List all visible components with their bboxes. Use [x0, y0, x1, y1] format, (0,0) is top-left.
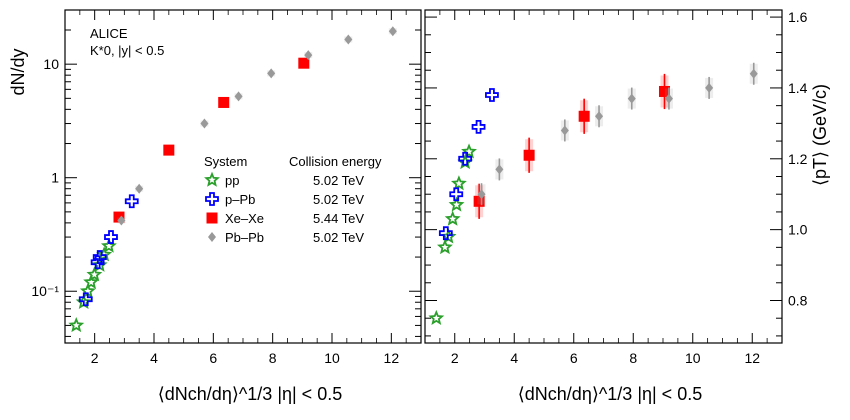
right-y-axis-label: ⟨pT⟩ (GeV/c): [810, 84, 830, 186]
legend-entry-xexe: Xe–Xe: [225, 211, 264, 226]
data-point: [477, 189, 486, 200]
left-x-tick-label: 12: [384, 350, 400, 366]
data-point: [234, 91, 243, 102]
right-y-tick-label: 1.0: [788, 222, 808, 238]
right-x-tick-label: 4: [510, 350, 518, 366]
data-point: [705, 82, 714, 93]
left-panel: 2 4 6 8 10 12 10⁻¹ 1 10: [31, 9, 422, 366]
right-y-tick-label: 1.6: [788, 9, 808, 25]
right-x-tick-label: 8: [629, 350, 637, 366]
left-plot-frame: [64, 9, 422, 344]
legend-entry-pbpb: Pb–Pb: [225, 230, 264, 245]
data-point: [595, 111, 604, 122]
data-point: [92, 250, 107, 264]
left-y-tick-label: 10: [43, 56, 59, 72]
legend-energy-xexe: 5.44 TeV: [313, 211, 364, 226]
data-point: [100, 237, 117, 253]
data-point: [749, 68, 758, 79]
data-point: [163, 144, 175, 156]
data-point: [437, 239, 453, 255]
data-point: [473, 195, 485, 207]
data-point: [304, 50, 313, 61]
data-point: [113, 211, 125, 223]
data-point: [124, 194, 139, 209]
data-point: [388, 26, 397, 37]
legend-energy-pp: 5.02 TeV: [313, 173, 364, 188]
legend-marker-ppb: [205, 192, 219, 206]
data-point: [90, 255, 105, 270]
left-series-ppb: [78, 194, 139, 307]
legend-energy-ppb: 5.02 TeV: [313, 192, 364, 207]
data-point: [578, 110, 590, 122]
legend-entry-pp: pp: [225, 173, 239, 188]
left-x-axis-label: ⟨dNch/dη⟩^1/3 |η| < 0.5: [158, 384, 342, 404]
data-point: [135, 183, 144, 194]
data-point: [449, 187, 464, 202]
left-annotation-experiment: ALICE: [90, 26, 128, 41]
left-y-axis-label: dN/dy: [8, 48, 28, 95]
legend-entry-ppb: p–Pb: [225, 192, 255, 207]
data-point: [428, 309, 445, 325]
data-point: [104, 230, 118, 244]
right-y-tick-label: 1.2: [788, 151, 808, 167]
left-x-tick-label: 2: [91, 350, 99, 366]
left-series-xexe: [113, 57, 310, 223]
right-plot-frame: [424, 9, 783, 344]
data-point: [627, 93, 636, 104]
data-point: [485, 88, 499, 102]
right-series-xexe: [473, 73, 670, 219]
left-x-tick-label: 8: [269, 350, 277, 366]
data-point: [83, 273, 100, 289]
data-point: [218, 96, 230, 108]
data-point: [200, 118, 209, 129]
data-point: [495, 164, 504, 175]
data-point: [461, 143, 477, 159]
right-y-tick-label: 0.8: [788, 292, 808, 308]
data-point: [298, 57, 310, 69]
data-point: [96, 246, 113, 262]
data-point: [78, 292, 93, 307]
data-point: [658, 85, 670, 97]
data-point: [458, 151, 473, 166]
right-x-tick-label: 10: [685, 350, 701, 366]
right-series-pbpb: [477, 62, 758, 206]
data-point: [664, 93, 673, 104]
data-point: [450, 175, 467, 191]
right-y-tick-label: 1.4: [788, 80, 808, 96]
left-series-pbpb: [117, 26, 397, 226]
right-x-tick-label: 2: [451, 350, 459, 366]
left-x-tick-label: 10: [324, 350, 340, 366]
data-point: [438, 226, 453, 241]
legend-marker-xexe: [206, 212, 218, 224]
data-point: [444, 210, 461, 226]
legend-marker-pbpb: [208, 232, 216, 242]
data-point: [117, 215, 126, 226]
legend-marker-pp: [204, 171, 220, 187]
legend-header-energy: Collision energy: [289, 154, 382, 169]
legend-energy-pbpb: 5.02 TeV: [313, 230, 364, 245]
data-point: [560, 125, 569, 136]
right-x-tick-label: 6: [570, 350, 578, 366]
data-point: [267, 68, 276, 79]
data-point: [68, 317, 85, 333]
left-annotation-particle: K*0, |y| < 0.5: [90, 43, 164, 58]
data-point: [523, 149, 535, 161]
data-point: [448, 196, 465, 212]
right-series-ppb: [438, 88, 499, 241]
left-y-tick-label: 10⁻¹: [31, 283, 59, 299]
right-x-tick-label: 12: [744, 350, 760, 366]
data-point: [344, 34, 353, 45]
left-x-tick-label: 4: [150, 350, 158, 366]
right-x-axis-label: ⟨dNch/dη⟩^1/3 |η| < 0.5: [518, 384, 702, 404]
legend: System Collision energy pp 5.02 TeV p–Pb…: [204, 154, 382, 245]
data-point: [471, 120, 486, 134]
right-panel: 2 4 6 8 10 12 0.8 1.0 1.2 1.4 1.6: [424, 9, 808, 366]
left-y-tick-label: 1: [51, 170, 59, 186]
legend-header-system: System: [204, 154, 247, 169]
data-point: [86, 266, 103, 282]
left-x-tick-label: 6: [209, 350, 217, 366]
left-series-pp: [68, 237, 117, 333]
